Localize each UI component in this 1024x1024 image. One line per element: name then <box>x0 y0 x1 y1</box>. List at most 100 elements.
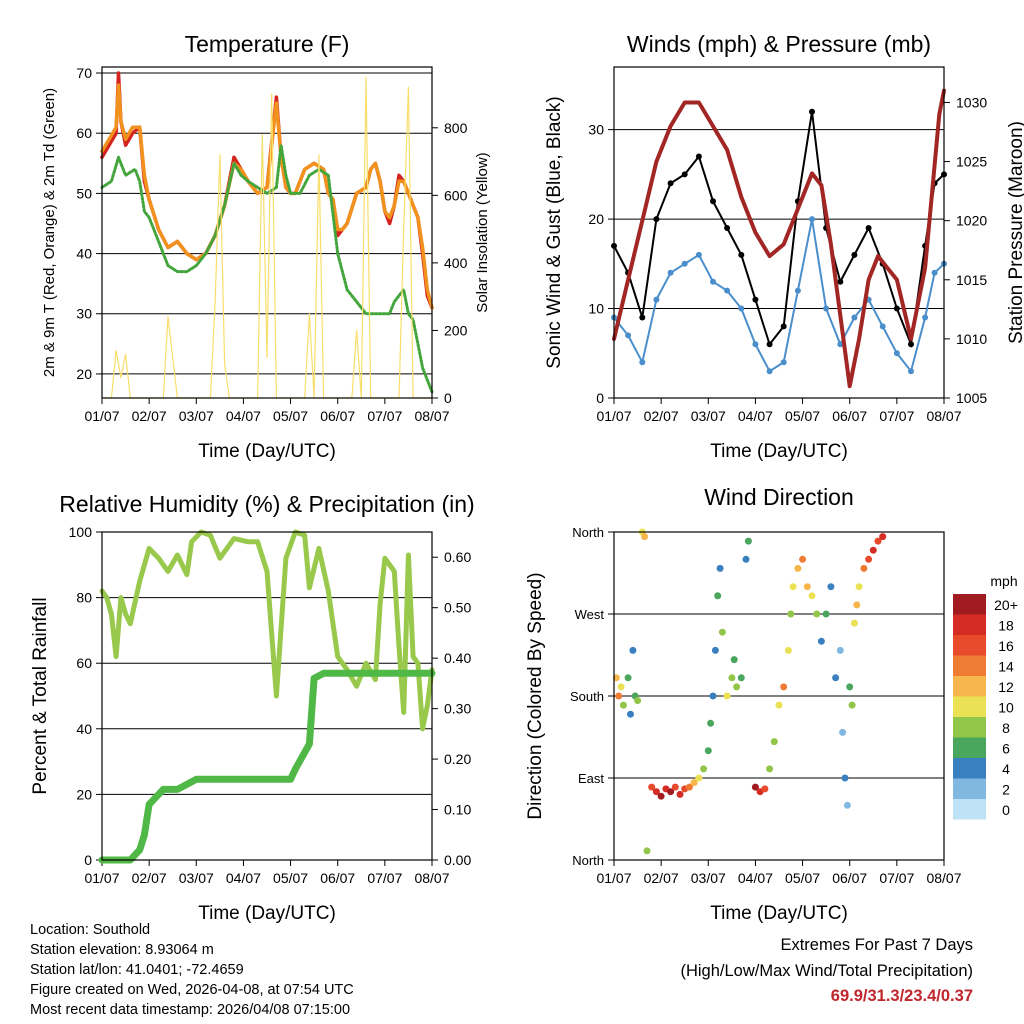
direction-point <box>879 533 887 541</box>
direction-point <box>848 701 856 709</box>
direction-point <box>770 738 778 746</box>
y2-tick-label: 1030 <box>956 94 987 110</box>
y2-axis-label: Station Pressure (Maroon) <box>1006 121 1024 344</box>
colorbar-label: 12 <box>998 679 1014 695</box>
chart-title: Wind Direction <box>704 484 854 510</box>
direction-point <box>803 583 811 591</box>
y-tick-label: 30 <box>588 122 604 138</box>
series-line <box>613 111 945 349</box>
x-tick-label: 03/07 <box>691 870 726 886</box>
x-tick-label: 04/07 <box>738 870 773 886</box>
y-tick-label: East <box>578 771 604 786</box>
x-tick-label: 04/07 <box>738 408 773 424</box>
colorbar-swatch <box>953 758 986 779</box>
direction-point <box>695 774 703 782</box>
x-tick-label: 01/07 <box>84 870 119 886</box>
y-axis-label: Sonic Wind & Gust (Blue, Black) <box>544 96 565 368</box>
direction-point <box>784 646 792 654</box>
y2-tick-label: 1015 <box>956 272 987 288</box>
y-tick-label: South <box>570 689 604 704</box>
x-axis-label: Time (Day/UTC) <box>710 903 848 924</box>
y-tick-label: 20 <box>588 211 604 227</box>
x-tick-label: 03/07 <box>179 408 214 424</box>
direction-point <box>667 788 675 796</box>
y2-tick-label: 600 <box>444 187 468 203</box>
direction-point <box>737 674 745 682</box>
direction-point <box>853 601 861 609</box>
colorbar-label: 18 <box>998 618 1014 634</box>
direction-point <box>634 697 642 705</box>
x-tick-label: 06/07 <box>320 870 355 886</box>
series-line <box>612 88 946 389</box>
colorbar-label: 10 <box>998 700 1014 716</box>
created-text: Figure created on Wed, 2026-04-08, at 07… <box>30 982 354 998</box>
extremes-subheading: (High/Low/Max Wind/Total Precipitation) <box>680 961 973 980</box>
direction-point <box>723 692 731 700</box>
location-text: Location: Southold <box>30 922 151 938</box>
latlon-text: Station lat/lon: 41.0401; -72.4659 <box>30 962 244 978</box>
extremes-heading: Extremes For Past 7 Days <box>780 936 973 954</box>
direction-point <box>629 646 637 654</box>
direction-point <box>641 533 649 541</box>
colorbar-swatch <box>953 676 986 697</box>
colorbar-label: 20+ <box>994 597 1018 613</box>
colorbar-swatch <box>953 594 986 615</box>
x-tick-label: 03/07 <box>179 870 214 886</box>
direction-point <box>808 592 816 600</box>
x-tick-label: 01/07 <box>596 870 631 886</box>
x-tick-label: 02/07 <box>644 870 679 886</box>
y2-tick-label: 0.60 <box>444 549 471 565</box>
plot-frame <box>101 531 433 861</box>
y-tick-label: North <box>572 853 604 868</box>
direction-point <box>841 774 849 782</box>
y-tick-label: 20 <box>76 366 92 382</box>
x-tick-label: 07/07 <box>879 408 914 424</box>
y2-tick-label: 0.50 <box>444 600 471 616</box>
y2-tick-label: 800 <box>444 120 468 136</box>
direction-point <box>865 555 873 563</box>
direction-point <box>704 747 712 755</box>
direction-point <box>619 701 627 709</box>
y-axis-label: 2m & 9m T (Red, Orange) & 2m Td (Green) <box>41 88 58 377</box>
direction-point <box>761 785 769 793</box>
direction-point <box>624 674 632 682</box>
y-tick-label: West <box>575 607 605 622</box>
x-tick-label: 07/07 <box>367 870 402 886</box>
x-axis-label: Time (Day/UTC) <box>198 441 336 462</box>
direction-point <box>716 564 724 572</box>
direction-point <box>817 637 825 645</box>
x-tick-label: 02/07 <box>132 870 167 886</box>
series-line <box>101 76 433 399</box>
winds-panel: Winds (mph) & Pressure (mb) Time (Day/UTC… <box>544 31 1024 462</box>
y2-tick-label: 0.30 <box>444 701 471 717</box>
x-tick-label: 08/07 <box>414 408 449 424</box>
x-axis-label: Time (Day/UTC) <box>198 903 336 924</box>
y-tick-label: 60 <box>76 125 92 141</box>
y2-tick-label: 1025 <box>956 154 987 170</box>
direction-point <box>728 674 736 682</box>
direction-point <box>860 564 868 572</box>
y2-tick-label: 1005 <box>956 390 987 406</box>
y-tick-label: 40 <box>76 721 92 737</box>
colorbar-label: 4 <box>1002 761 1010 777</box>
x-tick-label: 02/07 <box>644 408 679 424</box>
y2-tick-label: 1010 <box>956 331 987 347</box>
direction-point <box>627 710 634 718</box>
elevation-text: Station elevation: 8.93064 m <box>30 942 214 958</box>
chart-title: Relative Humidity (%) & Precipitation (i… <box>59 491 474 517</box>
direction-point <box>648 783 656 791</box>
y-tick-label: 10 <box>588 301 604 317</box>
direction-point <box>751 783 759 791</box>
x-tick-label: 01/07 <box>596 408 631 424</box>
direction-point <box>846 683 854 691</box>
direction-point <box>839 728 847 736</box>
x-tick-label: 05/07 <box>785 408 820 424</box>
extremes-box: Extremes For Past 7 Days (High/Low/Max W… <box>680 933 973 1010</box>
direction-point <box>617 683 625 691</box>
direction-point <box>657 792 665 800</box>
direction-point <box>766 765 774 773</box>
direction-point <box>690 779 698 787</box>
chart-title: Winds (mph) & Pressure (mb) <box>627 31 931 57</box>
x-tick-label: 04/07 <box>226 870 261 886</box>
plot-frame <box>101 66 433 399</box>
